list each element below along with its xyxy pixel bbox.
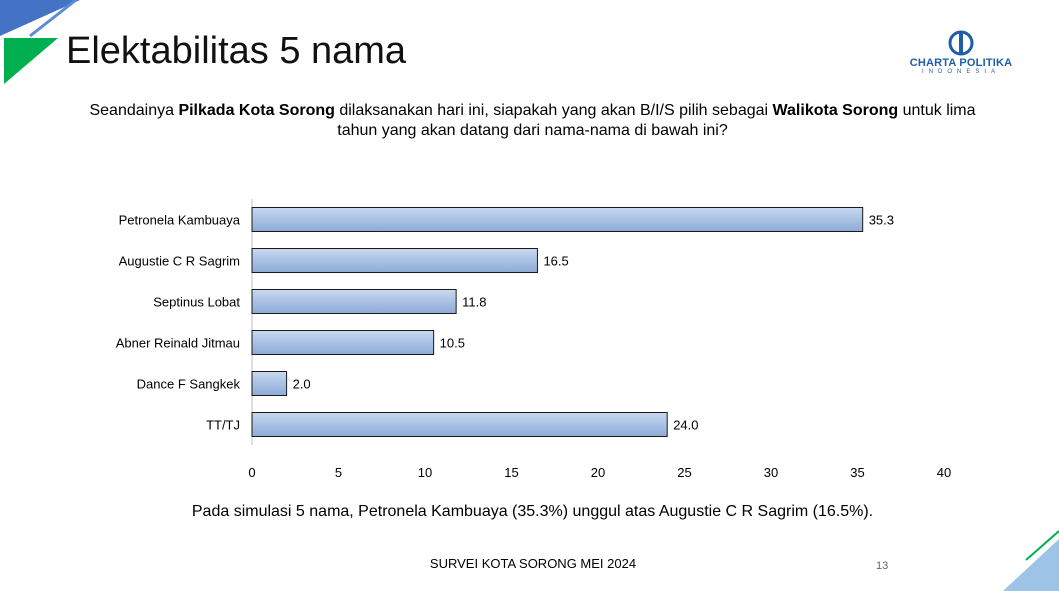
bottom-right-blue-shape [1003, 539, 1059, 591]
category-label: TT/TJ [206, 418, 240, 433]
corner-line [29, 0, 77, 38]
category-label: Dance F Sangkek [137, 377, 241, 392]
data-label: 10.5 [440, 336, 465, 351]
bar [251, 289, 457, 314]
bottom-right-green-line [1025, 530, 1059, 561]
x-tick-label: 25 [677, 465, 691, 480]
x-tick-label: 15 [504, 465, 518, 480]
bar [251, 248, 538, 273]
conclusion-text: Pada simulasi 5 nama, Petronela Kambuaya… [191, 503, 874, 520]
page-number: 13 [876, 560, 889, 572]
logo-subtitle: INDONESIA [921, 69, 1000, 75]
footer-survey-name: SURVEI KOTA SORONG MEI 2024 [429, 556, 637, 571]
x-tick-label: 0 [248, 465, 255, 480]
data-label: 16.5 [543, 254, 568, 269]
data-label: 11.8 [462, 295, 486, 310]
bar [251, 371, 288, 396]
x-tick-label: 10 [418, 465, 432, 480]
category-label: Augustie C R Sagrim [119, 254, 240, 269]
question-text-2: dilaksanakan hari ini, siapakah yang aka… [334, 102, 773, 119]
blue-corner-shape [0, 0, 80, 36]
logo-circle-icon [948, 30, 974, 56]
slide-title: Elektabilitas 5 nama [66, 30, 407, 72]
question-text-1: Seandainya [89, 102, 179, 119]
x-tick-label: 40 [937, 465, 951, 480]
top-left-decoration [0, 0, 80, 84]
category-label: Septinus Lobat [153, 295, 240, 310]
survey-question: Seandainya Pilkada Kota Sorong dilaksana… [70, 101, 995, 141]
data-label: 35.3 [869, 213, 894, 228]
charta-politika-logo: CHARTA POLITIKA INDONESIA [898, 30, 1028, 80]
question-bold-2: Walikota Sorong [772, 102, 899, 119]
x-tick-label: 35 [850, 465, 864, 480]
data-label: 24.0 [673, 418, 698, 433]
green-corner-shape [4, 38, 58, 84]
question-bold-1: Pilkada Kota Sorong [178, 102, 335, 119]
bar [251, 412, 668, 437]
bottom-right-decoration [1003, 530, 1059, 591]
x-tick-label: 20 [591, 465, 605, 480]
data-label: 2.0 [293, 377, 311, 392]
bar [251, 330, 435, 355]
x-tick-label: 30 [764, 465, 778, 480]
bar [251, 207, 864, 232]
category-label: Abner Reinald Jitmau [116, 336, 240, 351]
logo-name: CHARTA POLITIKA [909, 57, 1013, 69]
question-text-3: untuk lima tahun yang akan datang dari n… [337, 102, 976, 139]
category-label: Petronela Kambuaya [119, 213, 241, 228]
x-tick-label: 5 [335, 465, 342, 480]
